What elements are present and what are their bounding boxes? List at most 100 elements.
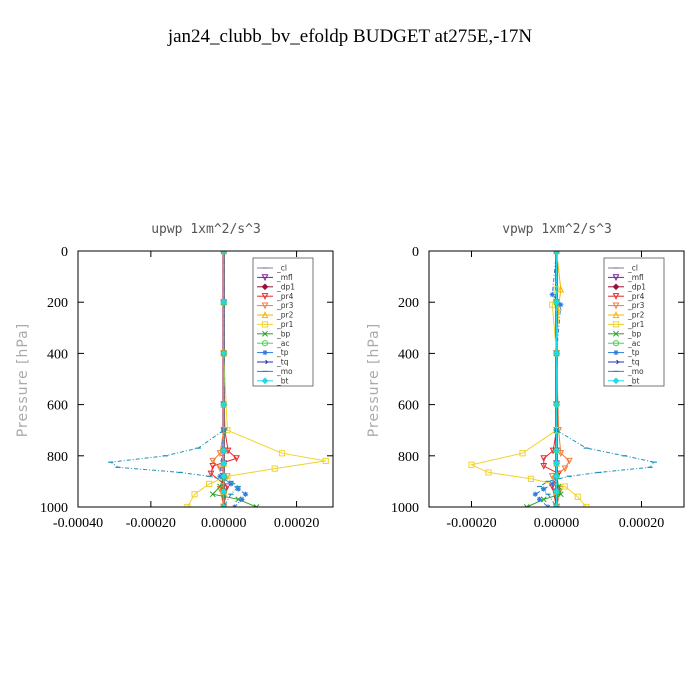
- data-point: [561, 483, 569, 490]
- legend-marker: [613, 330, 619, 337]
- data-point: [209, 457, 217, 465]
- data-point: [536, 496, 543, 502]
- plot-area: 0 200 400 600 800 1000 -0.00020 0.00000 0.00020 _…: [391, 245, 685, 531]
- y-axis-label: Pressure [hPa]: [15, 323, 31, 437]
- legend-label: _pr4: [276, 292, 294, 301]
- legend-label: _pr1: [276, 320, 294, 329]
- legend-marker: [612, 283, 620, 291]
- panel-upwp: upwp 1xm^2/s^3 Pressure [hPa] 0 200 400 600…: [15, 222, 334, 531]
- legend-label: _dp1: [276, 282, 295, 291]
- data-point: [220, 251, 228, 255]
- legend-marker: [261, 340, 269, 347]
- legend: _cl_mfl_dp1_pr4_pr3_pr2_pr1_bp_ac_tp_tq_…: [603, 257, 665, 387]
- legend-label: _bt: [276, 376, 289, 385]
- legend-label: _pr3: [276, 301, 294, 310]
- data-point: [242, 491, 249, 497]
- panel-vpwp: vpwp 1xm^2/s^3 Pressure [hPa] 0 200 400 600…: [366, 222, 685, 531]
- y-tick-label: 400: [398, 347, 419, 362]
- x-tick-label: 0.00020: [619, 516, 665, 531]
- y-tick-label: 0: [412, 245, 419, 260]
- legend-label: _tq: [276, 358, 289, 367]
- legend-label: _tp: [276, 348, 289, 357]
- data-point: [519, 450, 526, 457]
- data-point: [574, 493, 581, 500]
- data-point: [220, 447, 228, 454]
- y-tick-label: 800: [47, 450, 68, 465]
- legend-label: _pr2: [276, 311, 294, 320]
- data-point: [549, 291, 555, 298]
- y-tick-label: 400: [47, 347, 68, 362]
- data-point: [523, 504, 530, 507]
- legend-marker: [261, 321, 269, 328]
- data-point: [220, 460, 228, 467]
- data-point: [540, 462, 548, 470]
- legend-label: _pr4: [627, 292, 645, 301]
- legend-marker: [613, 350, 619, 356]
- legend-marker: [612, 377, 620, 385]
- legend-label: _pr1: [627, 320, 645, 329]
- data-point: [235, 486, 241, 492]
- legend-marker: [261, 274, 269, 282]
- legend-marker: [261, 302, 269, 310]
- y-tick-label: 600: [398, 399, 419, 414]
- data-point: [322, 457, 329, 465]
- legend-label: _dp1: [627, 282, 646, 291]
- data-point: [191, 491, 198, 498]
- legend-label: _cl: [276, 264, 287, 273]
- y-tick-label: 200: [398, 296, 419, 311]
- legend-marker: [612, 311, 620, 319]
- data-point: [228, 481, 234, 487]
- figure-title: jan24_clubb_bv_efoldp BUDGET at275E,-17N: [167, 26, 533, 47]
- data-point: [561, 465, 569, 473]
- legend-label: _tq: [627, 358, 640, 367]
- data-point: [527, 475, 535, 482]
- data-point: [220, 472, 228, 480]
- data-point: [540, 455, 548, 463]
- legend-label: _pr2: [627, 311, 645, 320]
- legend-label: _bp: [276, 329, 291, 338]
- data-point: [541, 486, 547, 492]
- data-point: [220, 488, 228, 495]
- legend-marker: [262, 359, 269, 365]
- legend-marker: [262, 330, 268, 337]
- y-tick-label: 1000: [40, 501, 68, 516]
- panel-title: upwp 1xm^2/s^3: [151, 222, 261, 237]
- legend-label: _ac: [276, 339, 289, 348]
- data-point: [278, 450, 286, 457]
- data-point: [553, 460, 560, 467]
- legend-marker: [612, 293, 620, 300]
- series-line-mo: [109, 251, 240, 507]
- legend-marker: [612, 321, 620, 328]
- data-point: [553, 298, 560, 306]
- x-tick-label: 0.00000: [201, 516, 247, 531]
- legend-label: _cl: [627, 264, 638, 273]
- data-point: [233, 455, 240, 463]
- data-point: [565, 457, 573, 465]
- legend-label: _bp: [627, 329, 642, 338]
- legend: _cl_mfl_dp1_pr4_pr3_pr2_pr1_bp_ac_tp_tq _…: [252, 257, 314, 387]
- legend-label: _ac: [627, 339, 640, 348]
- legend-marker: [261, 283, 269, 291]
- data-point: [220, 298, 228, 306]
- legend-label: _pr3: [627, 301, 645, 310]
- legend-marker: [262, 350, 268, 356]
- legend-marker: [612, 302, 620, 310]
- plot-frame: [428, 250, 685, 508]
- legend-label: _bt: [627, 376, 640, 385]
- plot-area: 0 200 400 600 800 1000-0.00040 -0.00020 0.00000…: [40, 245, 334, 531]
- legend-label: _mfl: [276, 273, 293, 282]
- data-point: [217, 483, 224, 490]
- data-point: [558, 302, 564, 308]
- data-point: [549, 481, 555, 487]
- x-tick-label: 0.00000: [534, 516, 580, 531]
- legend-label: _mo: [627, 367, 644, 376]
- data-point: [217, 473, 223, 479]
- panel-title: vpwp 1xm^2/s^3: [502, 222, 612, 237]
- data-point: [553, 447, 560, 454]
- data-point: [553, 350, 560, 357]
- data-point: [209, 491, 216, 498]
- data-point: [271, 465, 278, 472]
- x-tick-label: -0.00020: [446, 516, 496, 531]
- plot-frame: [77, 250, 334, 508]
